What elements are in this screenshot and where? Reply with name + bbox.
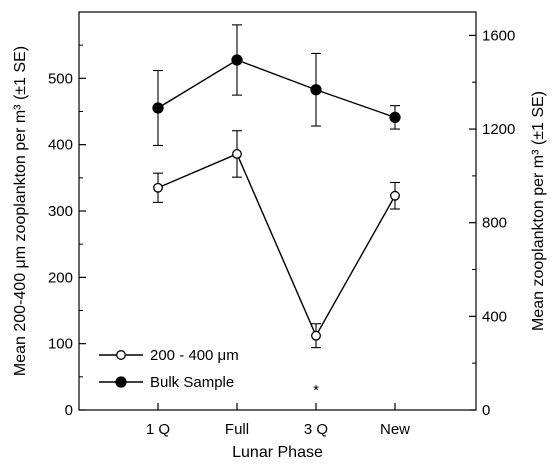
bulk-sample-point — [389, 111, 401, 124]
right-tick-label: 800 — [482, 215, 507, 232]
x-tick-label: 1 Q — [146, 421, 170, 438]
left-tick-label: 0 — [65, 402, 73, 419]
chart-legend: 200 - 400 μm Bulk Sample — [99, 347, 239, 391]
left-tick-label: 200 — [48, 269, 73, 286]
legend-label-size-fraction: 200 - 400 μm — [150, 347, 239, 364]
size-fraction-point — [232, 149, 242, 159]
x-tick-label: 3 Q — [304, 421, 328, 438]
left-tick-label: 400 — [48, 137, 73, 154]
x-axis-title: Lunar Phase — [232, 444, 323, 461]
chart-series: * — [152, 24, 401, 399]
right-tick-label: 0 — [482, 402, 490, 419]
chart-axes: 0 100 200 300 400 500 0 400 800 1200 1600 1 Q Full 3 … — [12, 11, 547, 461]
legend-label-bulk-sample: Bulk Sample — [150, 374, 234, 391]
x-tick-label: New — [380, 421, 410, 438]
left-y-axis-title: Mean 200-400 μm zooplankton per m³ (±1 S… — [12, 46, 29, 376]
right-tick-label: 400 — [482, 308, 507, 325]
legend-marker-bulk-sample — [115, 376, 127, 388]
left-tick-label: 100 — [48, 336, 73, 353]
bulk-sample-point — [231, 54, 243, 66]
left-tick-label: 500 — [48, 70, 73, 87]
significance-asterisk: * — [313, 382, 319, 399]
right-tick-label: 1200 — [482, 121, 515, 138]
size-fraction-point — [153, 182, 163, 193]
right-tick-label: 1600 — [482, 27, 515, 44]
x-tick-label: Full — [225, 421, 249, 438]
bulk-sample-point — [310, 84, 322, 96]
legend-marker-size-fraction — [116, 350, 126, 360]
plot-frame — [78, 11, 477, 411]
left-tick-label: 300 — [48, 203, 73, 220]
size-fraction-point — [311, 330, 321, 341]
bulk-sample-point — [152, 102, 164, 114]
size-fraction-point — [390, 190, 400, 201]
size-fraction-line — [157, 153, 396, 338]
bulk-sample-line — [157, 59, 396, 119]
right-y-axis-title: Mean zooplankton per m³ (±1 SE) — [530, 91, 547, 331]
